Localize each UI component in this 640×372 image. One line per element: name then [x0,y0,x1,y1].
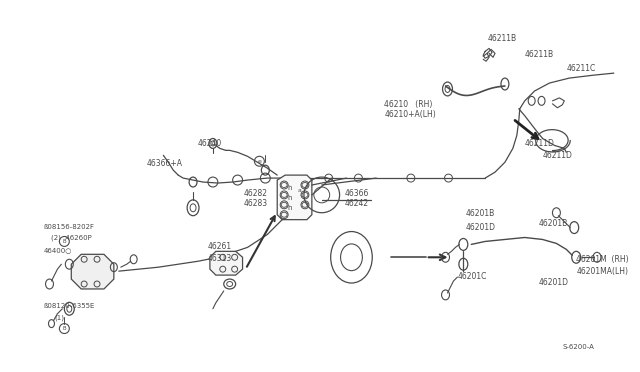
Text: 46400○: 46400○ [44,247,72,253]
Text: 46211B: 46211B [488,35,517,44]
Text: 46201M  (RH): 46201M (RH) [576,255,629,264]
Text: 46240: 46240 [198,140,222,148]
Text: 46366: 46366 [344,189,369,198]
Text: ß08120-6355E: ß08120-6355E [44,303,95,309]
Text: h: h [288,205,292,211]
Text: 46210   (RH): 46210 (RH) [384,100,433,109]
Text: 46201D: 46201D [465,222,495,231]
Text: 46282: 46282 [244,189,268,198]
Text: 46201B: 46201B [539,219,568,228]
Text: a: a [298,189,302,193]
Text: e: e [257,159,261,164]
Text: S-6200-A: S-6200-A [563,344,594,350]
Text: 46201B: 46201B [465,209,495,218]
Text: 46211C: 46211C [566,64,596,73]
Text: 46210+A(LH): 46210+A(LH) [384,110,436,119]
Text: 46261: 46261 [208,242,232,251]
Text: 46201D: 46201D [539,278,568,287]
Text: 46211B: 46211B [525,50,554,59]
Text: 46211D: 46211D [525,140,555,148]
Text: 46201MA(LH): 46201MA(LH) [576,267,628,276]
Text: h: h [288,195,292,201]
Text: 46242: 46242 [344,199,369,208]
Text: 46366+A: 46366+A [147,159,182,168]
Text: (1): (1) [54,314,65,321]
Text: 46283: 46283 [244,199,268,208]
Polygon shape [210,251,243,275]
Text: h: h [288,185,292,191]
Text: 46201C: 46201C [458,272,487,281]
Text: B: B [63,326,66,331]
Polygon shape [277,175,312,219]
Text: ß08156-8202F: ß08156-8202F [44,224,95,230]
Text: B: B [63,239,66,244]
Text: (2)  46260P: (2) 46260P [51,235,92,241]
Text: 46313: 46313 [208,254,232,263]
Polygon shape [71,254,114,289]
Text: 46211D: 46211D [543,151,572,160]
